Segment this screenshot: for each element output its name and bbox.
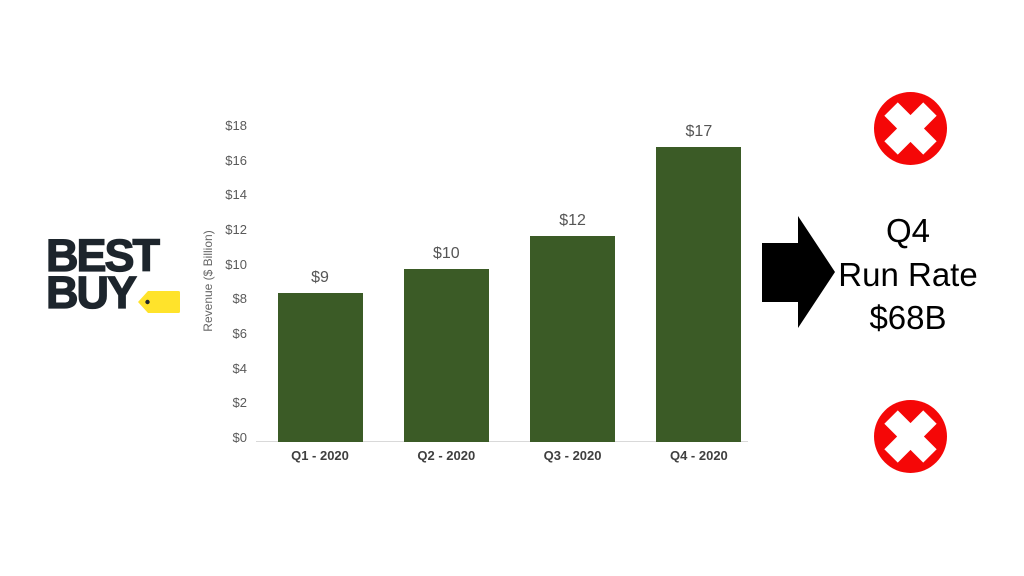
- y-axis-tick-label: $18: [225, 118, 247, 134]
- bar-q4-2020: [656, 147, 742, 442]
- y-axis-tick-label: $8: [232, 291, 247, 307]
- price-tag-hole: [145, 299, 150, 305]
- x-axis-category-label: Q4 - 2020: [669, 448, 728, 463]
- price-tag-shape: [138, 291, 180, 313]
- x-axis-category-label: Q2 - 2020: [417, 448, 476, 463]
- y-axis-title: Revenue ($ Billion): [201, 230, 215, 332]
- bar-q1-2020: [277, 292, 363, 442]
- x-axis-line: [256, 441, 748, 442]
- bar-value-label: $12: [559, 211, 586, 229]
- bar-value-label: $9: [311, 268, 329, 286]
- run-rate-line-1: Q4: [885, 212, 931, 249]
- y-axis-tick-label: $10: [225, 256, 247, 272]
- red-cross-circle-icon-top: [874, 92, 947, 165]
- y-axis-tick-label: $14: [225, 187, 247, 203]
- x-axis-category-label: Q1 - 2020: [291, 448, 349, 463]
- bestbuy-logo: BEST BUY: [45, 230, 196, 327]
- x-axis-category-label: Q3 - 2020: [543, 448, 602, 463]
- bar-q3-2020: [530, 235, 616, 442]
- logo-text-best: BEST: [45, 230, 160, 281]
- bar-q2-2020: [403, 268, 489, 442]
- y-axis-tick-label: $6: [232, 326, 247, 342]
- right-arrow-shape: [762, 216, 835, 328]
- bar-value-label: $10: [432, 244, 460, 262]
- y-axis-tick-label: $4: [232, 360, 247, 376]
- y-axis-tick-label: $12: [225, 222, 247, 238]
- y-axis-tick-label: $0: [232, 430, 247, 445]
- bar-value-label: $17: [685, 123, 713, 141]
- red-cross-circle-icon-bottom: [874, 400, 947, 473]
- logo-text-buy: BUY: [45, 267, 137, 318]
- price-tag-icon: [138, 291, 180, 313]
- y-axis-tick-label: $16: [225, 152, 247, 168]
- run-rate-line-3: $68B: [869, 299, 947, 336]
- y-axis-tick-label: $2: [232, 395, 247, 411]
- run-rate-line-2: Run Rate: [838, 255, 978, 293]
- right-arrow-icon: [762, 216, 835, 328]
- run-rate-annotation: Q4 Run Rate $68B: [808, 209, 1008, 340]
